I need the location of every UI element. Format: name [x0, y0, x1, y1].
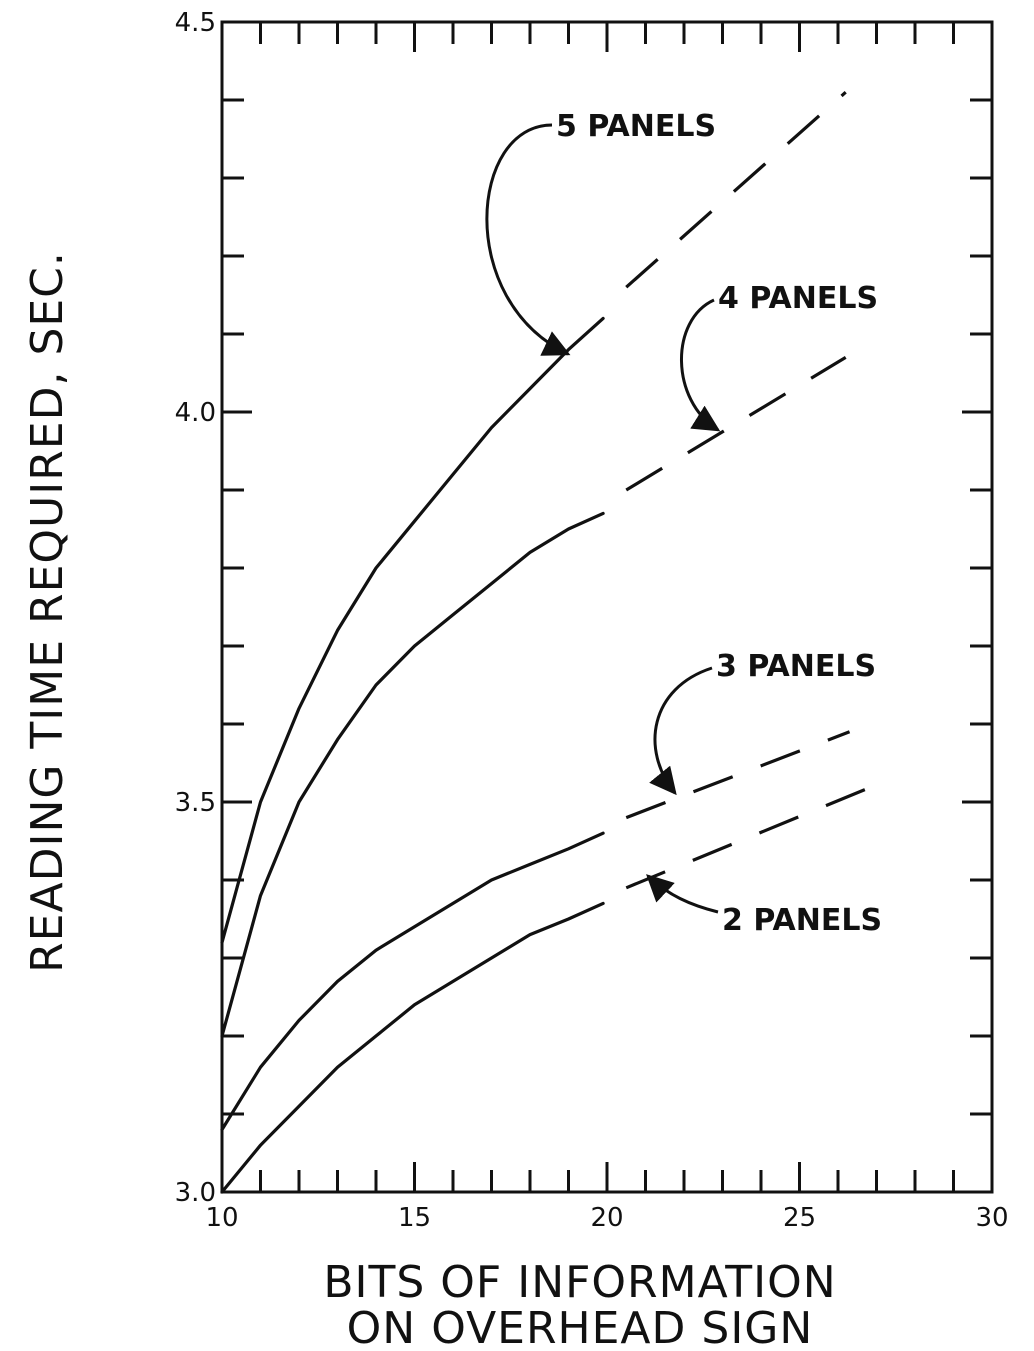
series-label-5-panels: 5 PANELS: [556, 109, 716, 144]
y-tick-label: 4.0: [175, 398, 216, 428]
series-extrapolation-5-panels: [625, 91, 847, 289]
x-tick-label: 10: [205, 1203, 238, 1233]
series-label-2-panels: 2 PANELS: [722, 903, 882, 938]
plot-frame: [220, 20, 994, 1194]
annotation-arrow-3-panels: [649, 666, 713, 796]
x-axis-title-line-2: ON OVERHEAD SIGN: [347, 1303, 814, 1351]
series-extrapolation-3-panels: [625, 730, 851, 820]
series-label-3-panels: 3 PANELS: [716, 649, 876, 684]
y-tick-label: 3.0: [175, 1178, 216, 1208]
tick-labels: 10 15 20 25 30 3.0 3.5 4.0 4.5: [175, 8, 1009, 1233]
x-tick-label: 15: [398, 1203, 431, 1233]
series-line-4-panels: [220, 511, 605, 1038]
y-axis-title: READING TIME REQUIRED, SEC.: [22, 251, 73, 973]
axis-ticks: [222, 22, 992, 1192]
x-tick-label: 20: [590, 1203, 623, 1233]
x-tick-label: 25: [783, 1203, 816, 1233]
series-extrapolation-2-panels: [625, 784, 874, 890]
y-tick-label: 4.5: [175, 8, 216, 38]
series-line-3-panels: [220, 831, 605, 1132]
series-extrapolation-4-panels: [625, 356, 847, 492]
x-axis-title-line-1: BITS OF INFORMATION: [323, 1257, 836, 1308]
annotation-arrow-2-panels: [646, 874, 719, 914]
x-tick-label: 30: [975, 1203, 1008, 1233]
series-label-4-panels: 4 PANELS: [718, 281, 878, 316]
series-lines: [220, 91, 874, 1194]
series-annotations: 5 PANELS 4 PANELS 3 PANELS 2 PANELS: [485, 109, 882, 938]
annotation-arrow-5-panels: [485, 123, 571, 356]
annotation-arrow-4-panels: [680, 298, 721, 432]
y-tick-label: 3.5: [175, 788, 216, 818]
series-line-2-panels: [220, 901, 605, 1194]
series-line-5-panels: [220, 316, 605, 945]
